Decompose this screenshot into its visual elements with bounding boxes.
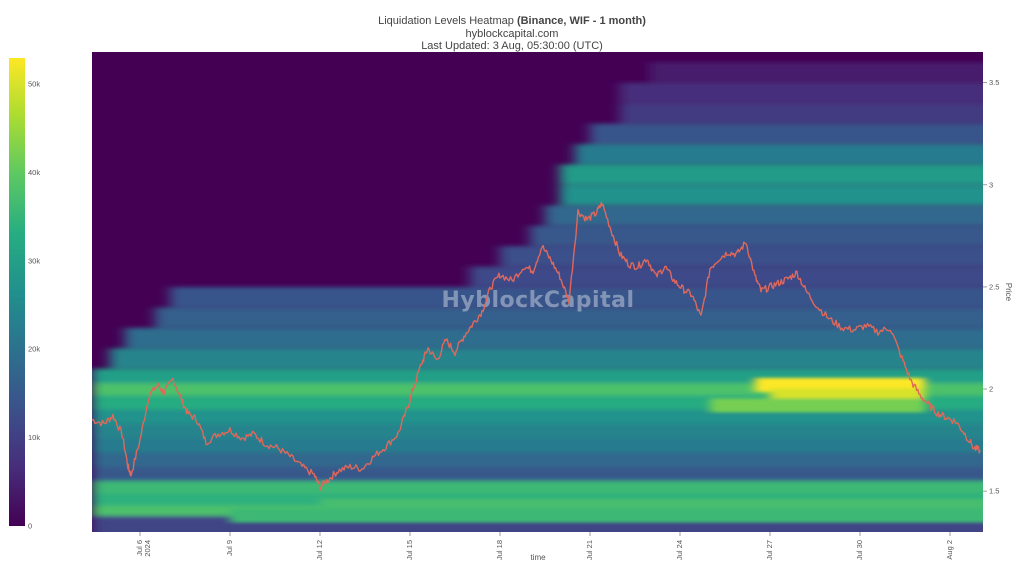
y-tick-label: 2 xyxy=(989,385,993,394)
liquidation-band xyxy=(110,348,983,369)
watermark: HyblockCapital xyxy=(441,288,634,313)
x-axis-label: time xyxy=(530,553,546,562)
chart-subtitle-site: hyblockcapital.com xyxy=(466,28,559,40)
colorbar-tick-label: 50k xyxy=(28,80,40,89)
x-tick-label: Jul 15 xyxy=(405,540,414,560)
colorbar-tick-label: 0 xyxy=(28,522,32,531)
y-tick-label: 3.5 xyxy=(989,78,999,87)
x-tick-label: Jul 30 xyxy=(855,540,864,560)
price-line xyxy=(92,201,981,491)
liquidation-hotspot xyxy=(710,398,925,413)
chart-title: Liquidation Levels Heatmap (Binance, WIF… xyxy=(378,15,646,27)
colorbar: 50k 40k 30k 20k 10k 0 xyxy=(9,58,40,531)
y-tick-label: 3 xyxy=(989,180,993,189)
liquidation-band xyxy=(560,164,983,185)
x-tick-label: Jul 9 xyxy=(225,540,234,556)
y-axis-label: Price xyxy=(1004,283,1013,302)
liquidation-band xyxy=(620,82,983,103)
liquidation-band xyxy=(650,62,983,83)
chart-subtitle-updated: Last Updated: 3 Aug, 05:30:00 (UTC) xyxy=(421,40,603,52)
colorbar-tick-label: 10k xyxy=(28,433,40,442)
liquidation-band xyxy=(470,266,983,287)
x-tick-label: Jul 62024 xyxy=(135,540,152,557)
x-tick-label: Jul 21 xyxy=(585,540,594,560)
colorbar-tick-label: 40k xyxy=(28,168,40,177)
liquidation-band xyxy=(620,103,983,124)
x-tick-label: Jul 12 xyxy=(315,540,324,560)
x-tick-label: Jul 24 xyxy=(675,540,684,560)
liquidation-band xyxy=(170,287,983,308)
liquidation-hotspots xyxy=(230,377,983,523)
liquidation-band xyxy=(545,205,983,226)
x-tick-label: Jul 27 xyxy=(765,540,774,560)
liquidation-band xyxy=(590,123,983,144)
liquidation-band xyxy=(575,144,983,165)
x-axis: Jul 62024 Jul 9 Jul 12 Jul 15 Jul 18 Jul 21 Ju… xyxy=(135,532,954,560)
y-axis: 3.5 3 2.5 2 1.5 xyxy=(983,78,999,496)
x-tick-label: Aug 2 xyxy=(945,540,954,560)
colorbar-tick-label: 30k xyxy=(28,256,40,265)
x-tick-label: Jul 18 xyxy=(495,540,504,560)
liquidation-band xyxy=(500,246,983,267)
liquidation-band xyxy=(530,225,983,246)
y-tick-label: 1.5 xyxy=(989,487,999,496)
colorbar-gradient xyxy=(9,58,25,526)
liquidation-band xyxy=(155,307,983,328)
colorbar-tick-label: 20k xyxy=(28,345,40,354)
y-tick-label: 2.5 xyxy=(989,282,999,291)
liquidation-band xyxy=(560,184,983,205)
liquidation-hotspot xyxy=(230,508,983,523)
liquidation-band xyxy=(125,327,983,348)
